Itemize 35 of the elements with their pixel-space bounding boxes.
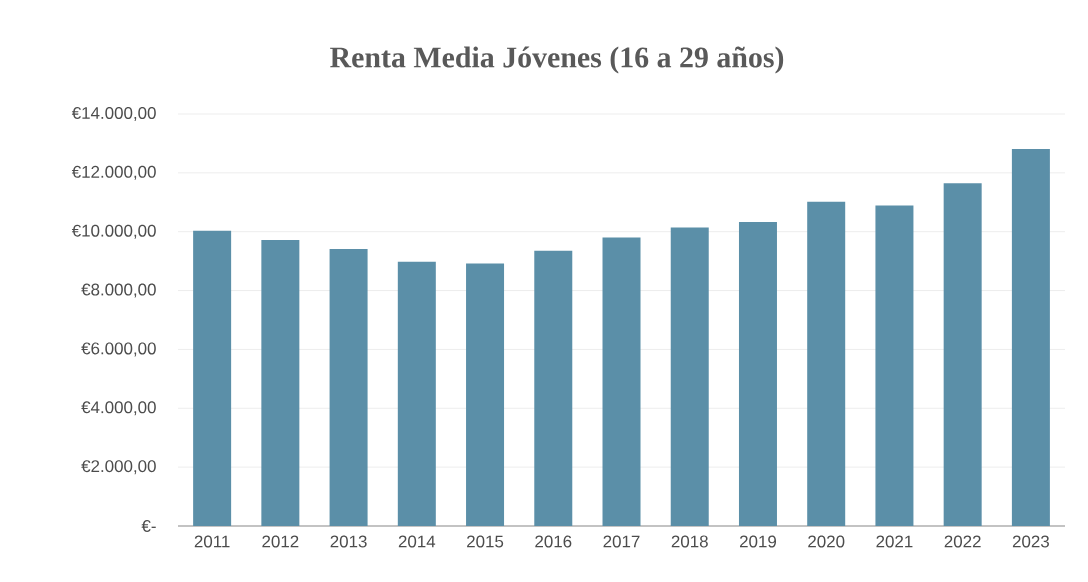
x-tick-label: 2011 [194, 535, 230, 548]
x-tick-label: 2021 [876, 535, 913, 548]
x-tick-label: 2012 [262, 535, 299, 548]
y-tick-label: €14.000,00 [71, 106, 156, 121]
x-tick-label: 2016 [535, 535, 572, 548]
bar [534, 250, 573, 526]
bar [1011, 149, 1050, 526]
x-tick-label: 2013 [330, 535, 367, 548]
x-tick-label: 2023 [1012, 535, 1049, 548]
bar [261, 239, 300, 526]
x-tick-label: 2017 [603, 535, 640, 548]
x-tick-label: 2018 [671, 535, 708, 548]
y-tick-label: €10.000,00 [71, 224, 156, 239]
y-tick-label: €12.000,00 [71, 165, 156, 180]
bar [329, 249, 368, 526]
x-tick-label: 2019 [739, 535, 777, 548]
chart-title: Renta Media Jóvenes (16 a 29 años) [330, 46, 784, 74]
x-tick-label: 2022 [944, 535, 981, 548]
bar [193, 230, 232, 526]
bar [602, 237, 641, 526]
bar [466, 263, 505, 526]
bar [397, 261, 436, 526]
y-tick-label: €4.000,00 [81, 401, 156, 416]
bar [943, 183, 982, 526]
x-tick-label: 2014 [398, 535, 436, 548]
bar [875, 205, 914, 526]
bar [807, 201, 846, 526]
y-tick-label: €- [141, 519, 156, 532]
y-tick-label: €8.000,00 [81, 283, 156, 298]
y-tick-label: €2.000,00 [81, 460, 156, 475]
x-tick-label: 2015 [467, 535, 504, 548]
y-tick-label: €6.000,00 [81, 342, 156, 357]
bar [738, 221, 777, 526]
x-tick-label: 2020 [808, 535, 845, 548]
bar [670, 227, 709, 526]
